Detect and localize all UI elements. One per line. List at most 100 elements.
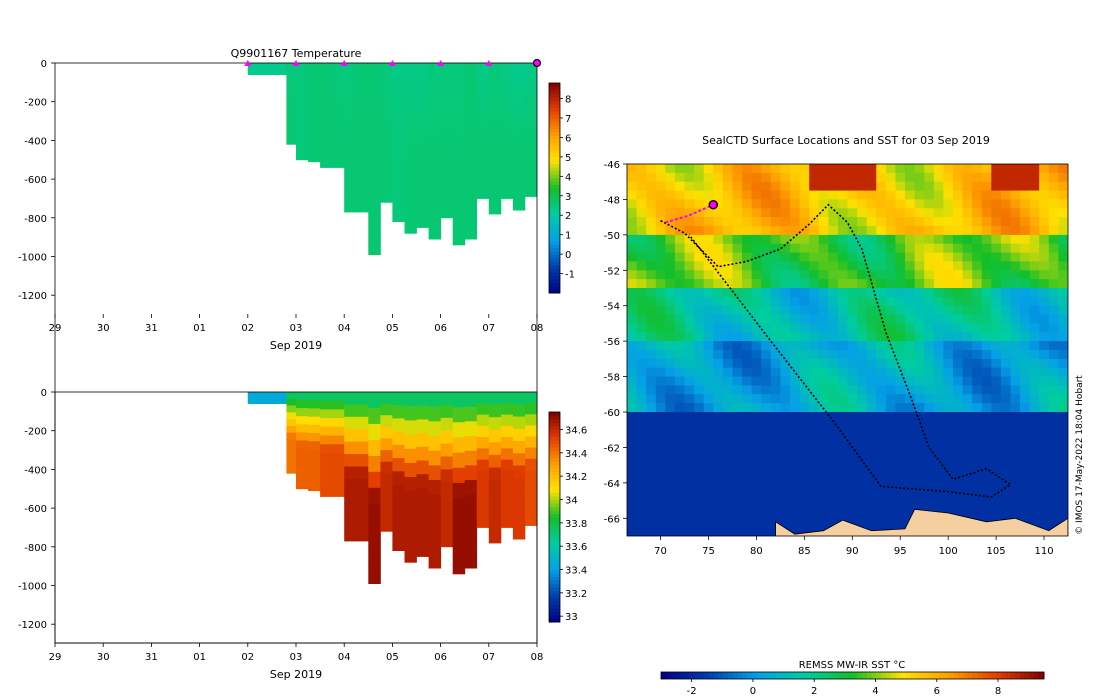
sst-cell (828, 465, 839, 475)
sst-cell (703, 279, 714, 289)
sst-cell (885, 456, 896, 466)
sst-colorbar-swatch (838, 672, 844, 679)
colorbar-swatch (549, 594, 560, 598)
profile-cell (392, 208, 405, 222)
colorbar-swatch (549, 83, 560, 87)
sst-cell (770, 456, 781, 466)
profile-cell (452, 153, 466, 170)
sst-cell (924, 385, 935, 395)
sst-cell (646, 332, 657, 342)
sst-cell (655, 403, 666, 413)
profile-cell (320, 97, 333, 107)
profile-cell (404, 176, 417, 192)
sst-cell (790, 527, 801, 536)
sst-cell (636, 367, 647, 378)
profile-marker (292, 60, 300, 66)
sst-cell (885, 208, 896, 218)
sst-cell (770, 376, 781, 387)
colorbar-swatch (549, 254, 560, 259)
sst-cell (799, 217, 810, 227)
profile-cell (296, 103, 309, 112)
sst-cell (885, 270, 896, 280)
sst-cell (655, 367, 666, 378)
sst-cell (761, 412, 772, 422)
sst-cell (636, 305, 647, 316)
sst-cell (818, 456, 829, 466)
profile-cell (332, 444, 345, 454)
profile-cell (404, 204, 417, 220)
sst-cell (1039, 394, 1050, 404)
sst-cell (809, 296, 820, 307)
profile-cell (512, 465, 526, 479)
sst-colorbar-swatch (799, 672, 806, 679)
colorbar-tick-label: 34.2 (565, 472, 587, 483)
sst-cell (646, 394, 657, 404)
sst-cell (627, 350, 638, 360)
sst-cell (627, 482, 638, 493)
sst-cell (809, 403, 820, 413)
sst-cell (885, 305, 896, 316)
sst-cell (905, 261, 916, 271)
profile-cell (512, 526, 526, 540)
profile-cell (500, 459, 514, 472)
sst-cell (953, 279, 964, 289)
sst-cell (885, 164, 896, 174)
sst-cell (751, 279, 762, 289)
sst-cell (780, 217, 791, 227)
profile-column (428, 63, 442, 240)
sst-cell (1029, 279, 1040, 289)
sst-cell (1000, 509, 1012, 519)
sst-cell (809, 217, 820, 227)
profile-cell (276, 402, 287, 404)
colorbar-swatch (549, 436, 560, 441)
sst-cell (665, 172, 676, 183)
sst-cell (713, 376, 724, 387)
profile-cell (488, 176, 502, 190)
sst-cell (674, 261, 686, 271)
profile-column (296, 63, 309, 161)
colorbar-swatch (549, 485, 560, 490)
sst-cell (761, 252, 772, 263)
sst-cell (1048, 341, 1059, 351)
sst-cell (742, 181, 753, 192)
sst-cell (981, 429, 992, 440)
sst-cell (790, 208, 801, 218)
sst-cell (981, 261, 992, 271)
profile-cell (440, 114, 454, 128)
profile-cell (392, 155, 405, 170)
profile-cell (380, 74, 393, 87)
sst-cell (924, 296, 935, 307)
colorbar-swatch (549, 121, 560, 126)
sst-cell (684, 279, 695, 289)
sst-cell (847, 164, 858, 174)
sst-cell (885, 226, 896, 236)
colorbar-swatch (549, 163, 560, 168)
sst-cell (1000, 305, 1012, 316)
profile-cell (308, 441, 321, 450)
sst-cell (694, 341, 705, 351)
sst-cell (962, 465, 973, 475)
sst-cell (799, 270, 810, 280)
profile-cell (416, 145, 429, 160)
map-title: SealCTD Surface Locations and SST for 03… (702, 134, 990, 147)
sst-cell (905, 474, 916, 484)
profile-cell (452, 169, 466, 185)
sst-colorbar-swatch (790, 672, 796, 679)
profile-marker (437, 60, 445, 66)
temperature-profile-markers (244, 58, 542, 68)
profile-cell (267, 64, 278, 66)
profile-cell (525, 152, 537, 164)
sst-cell (837, 358, 849, 369)
sst-cell (914, 314, 925, 325)
sst-cell (1029, 252, 1040, 263)
sst-cell (1048, 350, 1059, 360)
sst-cell (1000, 332, 1012, 342)
sst-cell (732, 279, 743, 289)
sst-colorbar-swatch (780, 672, 786, 679)
sst-cell (943, 456, 954, 466)
sst-colorbar-swatch (809, 672, 815, 679)
sst-cell (761, 234, 772, 245)
profile-cell (276, 65, 287, 68)
sst-cell (742, 518, 753, 528)
sst-cell (876, 394, 887, 404)
